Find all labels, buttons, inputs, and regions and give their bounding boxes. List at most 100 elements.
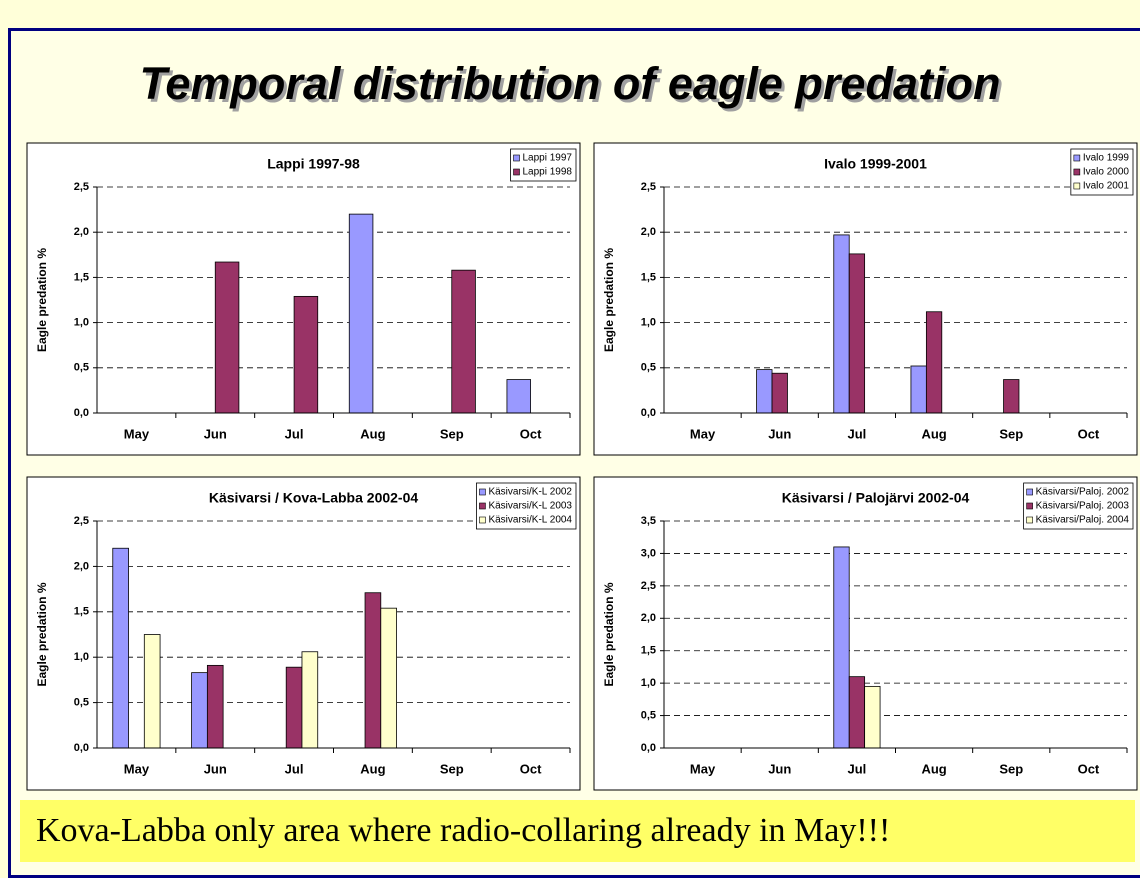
y-tick-label: 2,5 bbox=[641, 580, 656, 592]
legend-label: Ivalo 2000 bbox=[1083, 167, 1130, 178]
legend: Käsivarsi/Paloj. 2002 Käsivarsi/Paloj. 20… bbox=[1023, 482, 1134, 530]
legend: Käsivarsi/K-L 2002 Käsivarsi/K-L 2003 Käsi… bbox=[476, 482, 577, 530]
x-tick-label: Oct bbox=[1078, 761, 1100, 776]
bar bbox=[112, 547, 129, 749]
legend-swatch bbox=[1073, 182, 1081, 190]
x-tick-label: Jul bbox=[285, 426, 304, 441]
chart: Käsivarsi / Kova-Labba 2002-04 Eagle pred… bbox=[26, 476, 581, 791]
y-axis-label: Eagle predation % bbox=[602, 248, 616, 352]
bar bbox=[848, 253, 866, 414]
legend-label: Lappi 1997 bbox=[523, 153, 573, 164]
bar bbox=[206, 664, 224, 749]
bar bbox=[451, 269, 476, 414]
x-tick-label: Oct bbox=[1078, 426, 1100, 441]
bar bbox=[506, 379, 531, 414]
legend-label: Lappi 1998 bbox=[523, 167, 573, 178]
bar bbox=[364, 592, 382, 749]
y-tick-label: 0,5 bbox=[74, 697, 89, 709]
bar bbox=[833, 546, 850, 749]
y-tick-label: 1,5 bbox=[641, 271, 656, 283]
legend-box bbox=[1070, 148, 1134, 196]
legend-box bbox=[1023, 482, 1134, 530]
legend: Ivalo 1999 Ivalo 2000 Ivalo 2001 bbox=[1070, 148, 1134, 196]
bar bbox=[1003, 379, 1020, 414]
legend-label: Käsivarsi/Paloj. 2003 bbox=[1036, 501, 1130, 512]
bar bbox=[380, 607, 397, 749]
y-tick-label: 0,0 bbox=[74, 742, 89, 754]
x-tick-label: Jul bbox=[848, 426, 867, 441]
bar bbox=[925, 311, 943, 414]
bar bbox=[285, 666, 303, 749]
x-tick-label: May bbox=[124, 761, 150, 776]
legend-swatch bbox=[1026, 516, 1033, 524]
x-tick-label: Aug bbox=[921, 761, 946, 776]
x-tick-label: Sep bbox=[440, 761, 464, 776]
chart: Lappi 1997-98 Eagle predation % 0,0 0,5 1,0 1… bbox=[26, 142, 581, 456]
bar bbox=[143, 634, 161, 749]
legend-label: Käsivarsi/K-L 2002 bbox=[488, 487, 572, 498]
bar bbox=[348, 213, 374, 414]
y-tick-label: 2,0 bbox=[74, 226, 89, 238]
y-tick-label: 1,5 bbox=[641, 645, 656, 657]
y-tick-label: 1,0 bbox=[74, 651, 89, 663]
legend-box bbox=[510, 148, 577, 182]
legend: Lappi 1997 Lappi 1998 bbox=[510, 148, 577, 182]
y-tick-label: 2,0 bbox=[74, 560, 89, 572]
legend-swatch bbox=[1073, 168, 1081, 176]
y-axis-label: Eagle predation % bbox=[35, 248, 49, 352]
x-tick-label: Aug bbox=[360, 426, 385, 441]
bar bbox=[864, 685, 881, 749]
bar bbox=[191, 672, 208, 749]
chart-title: Käsivarsi / Palojärvi 2002-04 bbox=[782, 490, 970, 506]
y-tick-label: 1,5 bbox=[74, 606, 89, 618]
y-tick-label: 0,0 bbox=[641, 742, 656, 754]
chart-panel bbox=[593, 142, 1138, 456]
y-tick-label: 1,5 bbox=[74, 271, 89, 283]
chart-title: Käsivarsi / Kova-Labba 2002-04 bbox=[209, 490, 419, 506]
y-tick-label: 0,0 bbox=[641, 407, 656, 419]
x-tick-label: Oct bbox=[520, 426, 542, 441]
y-tick-label: 0,0 bbox=[74, 407, 89, 419]
chart: Käsivarsi / Palojärvi 2002-04 Eagle preda… bbox=[593, 476, 1138, 791]
y-tick-label: 2,5 bbox=[74, 181, 89, 193]
legend-swatch bbox=[479, 502, 486, 510]
legend-swatch bbox=[1026, 502, 1033, 510]
x-tick-label: Jun bbox=[768, 761, 791, 776]
legend-label: Käsivarsi/K-L 2003 bbox=[488, 501, 572, 512]
x-tick-label: May bbox=[690, 761, 716, 776]
bar bbox=[214, 261, 240, 414]
x-tick-label: Jun bbox=[204, 761, 227, 776]
bar bbox=[293, 295, 319, 414]
chart: Ivalo 1999-2001 Eagle predation % 0,0 0,5 1,… bbox=[593, 142, 1138, 456]
bar bbox=[833, 234, 850, 414]
y-tick-label: 2,5 bbox=[641, 181, 656, 193]
x-tick-label: Jun bbox=[768, 426, 791, 441]
y-tick-label: 1,0 bbox=[641, 317, 656, 329]
x-tick-label: Aug bbox=[360, 761, 385, 776]
bar bbox=[848, 676, 866, 749]
bar bbox=[756, 369, 773, 414]
x-tick-label: Sep bbox=[999, 426, 1023, 441]
legend-swatch bbox=[513, 154, 520, 162]
y-axis-label: Eagle predation % bbox=[35, 582, 49, 686]
slide-title: Temporal distribution of eagle predation bbox=[139, 58, 1001, 109]
legend-label: Käsivarsi/K-L 2004 bbox=[488, 515, 572, 526]
x-tick-label: Jul bbox=[848, 761, 867, 776]
legend-swatch bbox=[1073, 154, 1081, 162]
y-tick-label: 0,5 bbox=[641, 709, 656, 721]
bar bbox=[771, 372, 788, 414]
bar bbox=[910, 365, 927, 414]
legend-box bbox=[476, 482, 577, 530]
legend-swatch bbox=[1026, 488, 1033, 496]
y-tick-label: 2,0 bbox=[641, 612, 656, 624]
x-tick-label: Sep bbox=[999, 761, 1023, 776]
y-tick-label: 3,5 bbox=[641, 515, 656, 527]
y-tick-label: 1,0 bbox=[641, 677, 656, 689]
bar bbox=[301, 651, 319, 749]
y-tick-label: 2,0 bbox=[641, 226, 656, 238]
x-tick-label: Jun bbox=[204, 426, 227, 441]
chart-title: Lappi 1997-98 bbox=[267, 156, 360, 172]
y-tick-label: 3,0 bbox=[641, 547, 656, 559]
